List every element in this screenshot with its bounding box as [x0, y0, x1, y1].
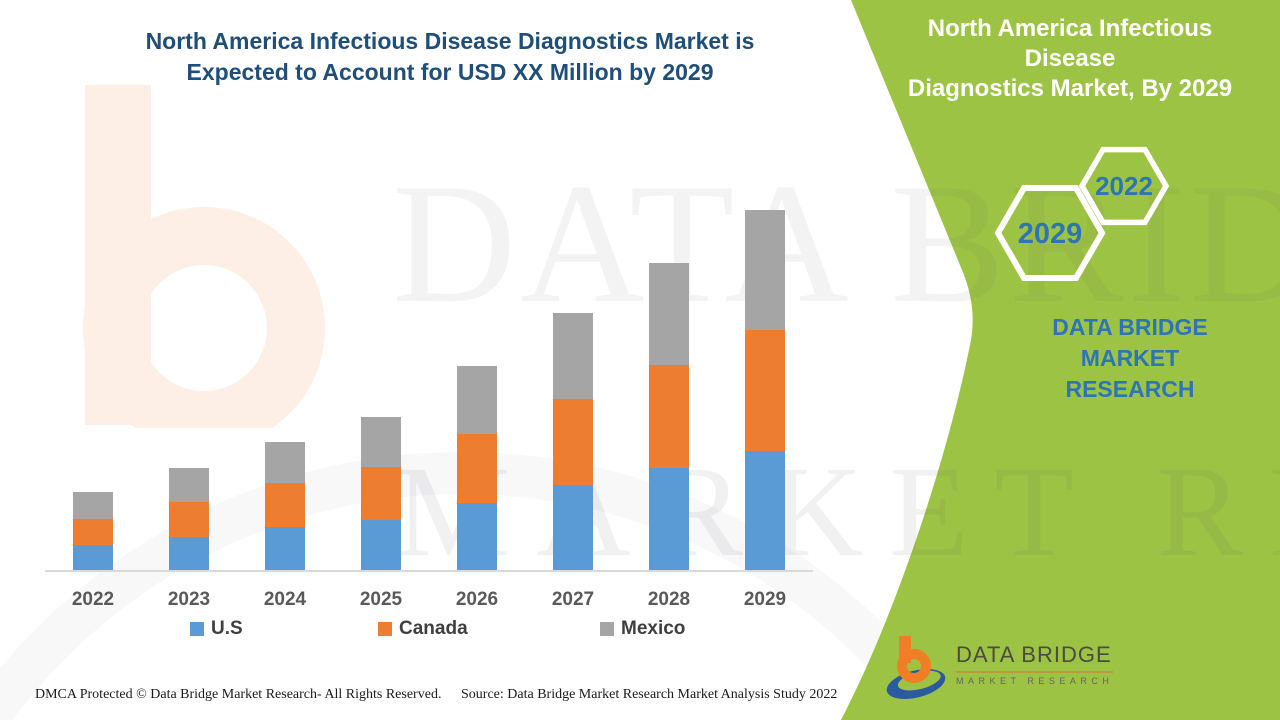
- bar-segment-2023-U.S: [169, 537, 209, 570]
- bar-segment-2027-U.S: [553, 485, 593, 570]
- stacked-bar-2027: [553, 313, 593, 570]
- bar-segment-2023-Canada: [169, 502, 209, 537]
- x-axis-label-2027: 2027: [551, 589, 595, 610]
- x-axis-label-2022: 2022: [71, 589, 115, 610]
- chart-title-line1: North America Infectious Disease Diagnos…: [145, 28, 755, 54]
- bar-segment-2026-Canada: [457, 434, 497, 503]
- hexagon-2029: 2029: [994, 185, 1106, 281]
- stacked-bar-2022: [73, 492, 113, 570]
- legend-label-U.S: U.S: [211, 618, 243, 639]
- legend-item-U.S: U.S: [190, 618, 243, 640]
- chart-legend: U.S Canada Mexico: [0, 618, 860, 642]
- company-logo-mark: [886, 636, 946, 699]
- bar-column-2023: [141, 190, 237, 570]
- side-panel-brand-line2: RESEARCH: [1065, 376, 1195, 402]
- dmca-notice: DMCA Protected © Data Bridge Market Rese…: [35, 687, 442, 702]
- bar-column-2029: [717, 190, 813, 570]
- bar-segment-2022-U.S: [73, 545, 113, 570]
- bar-segment-2028-Canada: [649, 365, 689, 468]
- bar-segment-2027-Mexico: [553, 313, 593, 399]
- chart-title: North America Infectious Disease Diagnos…: [110, 26, 790, 88]
- bar-column-2026: [429, 190, 525, 570]
- bar-segment-2028-U.S: [649, 468, 689, 570]
- legend-swatch-Mexico: [600, 622, 614, 636]
- bar-segment-2029-Mexico: [745, 210, 785, 330]
- bar-segment-2029-Canada: [745, 330, 785, 451]
- x-axis-line: [45, 570, 813, 572]
- side-panel-title-line2: Diagnostics Market, By 2029: [907, 75, 1233, 102]
- legend-swatch-U.S: [190, 622, 204, 636]
- bar-segment-2025-Mexico: [361, 417, 401, 467]
- side-panel-title-line1: North America Infectious Disease: [927, 15, 1213, 72]
- company-logo-name: DATA BRIDGE: [956, 642, 1114, 673]
- bar-segment-2023-Mexico: [169, 468, 209, 502]
- stacked-bar-2024: [265, 442, 305, 570]
- bar-segment-2029-U.S: [745, 451, 785, 570]
- x-axis-label-2026: 2026: [455, 589, 499, 610]
- source-note: Source: Data Bridge Market Research Mark…: [461, 687, 838, 702]
- bar-segment-2022-Mexico: [73, 492, 113, 519]
- bar-column-2022: [45, 190, 141, 570]
- stacked-bar-2025: [361, 417, 401, 570]
- bar-segment-2026-U.S: [457, 503, 497, 570]
- side-panel-title: North America Infectious Disease Diagnos…: [880, 14, 1260, 104]
- stacked-bar-2029: [745, 210, 785, 570]
- bar-segment-2025-Canada: [361, 467, 401, 520]
- stacked-bar-2026: [457, 366, 497, 570]
- chart-title-line2: Expected to Account for USD XX Million b…: [186, 59, 714, 85]
- bar-segment-2024-Mexico: [265, 442, 305, 483]
- legend-swatch-Canada: [378, 622, 392, 636]
- x-axis-label-2025: 2025: [359, 589, 403, 610]
- hexagon-year-back: 2022: [1095, 171, 1153, 201]
- bar-segment-2027-Canada: [553, 399, 593, 485]
- bar-segment-2024-U.S: [265, 527, 305, 570]
- bar-column-2025: [333, 190, 429, 570]
- legend-item-Mexico: Mexico: [600, 618, 685, 640]
- bar-column-2027: [525, 190, 621, 570]
- side-panel-brand-text: DATA BRIDGE MARKET RESEARCH: [1000, 312, 1260, 405]
- bar-column-2024: [237, 190, 333, 570]
- bar-segment-2024-Canada: [265, 483, 305, 527]
- bar-segment-2026-Mexico: [457, 366, 497, 434]
- brand-b-watermark: [83, 85, 325, 428]
- bar-chart-plot-area: [45, 190, 813, 570]
- hexagon-2022: 2022: [1078, 146, 1170, 226]
- x-axis-label-2024: 2024: [263, 589, 307, 610]
- company-logo-text: DATA BRIDGE MARKET RESEARCH: [956, 628, 1114, 703]
- hexagon-year-front: 2029: [1018, 218, 1083, 250]
- stacked-bar-2023: [169, 468, 209, 570]
- x-axis-labels: 2022 2023 2024 2025 2026 2027 2028 2029: [45, 589, 813, 611]
- bar-segment-2025-U.S: [361, 520, 401, 570]
- x-axis-label-2029: 2029: [743, 589, 787, 610]
- side-panel-brand-line1: DATA BRIDGE MARKET: [1052, 314, 1208, 371]
- bar-column-2028: [621, 190, 717, 570]
- x-axis-label-2028: 2028: [647, 589, 691, 610]
- legend-item-Canada: Canada: [378, 618, 468, 640]
- legend-label-Mexico: Mexico: [621, 618, 686, 639]
- company-logo: DATA BRIDGE MARKET RESEARCH: [886, 628, 1114, 703]
- year-hexagon-badges: 2022 2029: [994, 146, 1170, 281]
- bar-segment-2028-Mexico: [649, 263, 689, 365]
- company-logo-subtitle: MARKET RESEARCH: [956, 676, 1114, 686]
- legend-label-Canada: Canada: [399, 618, 468, 639]
- stacked-bar-2028: [649, 263, 689, 570]
- bar-segment-2022-Canada: [73, 519, 113, 545]
- x-axis-label-2023: 2023: [167, 589, 211, 610]
